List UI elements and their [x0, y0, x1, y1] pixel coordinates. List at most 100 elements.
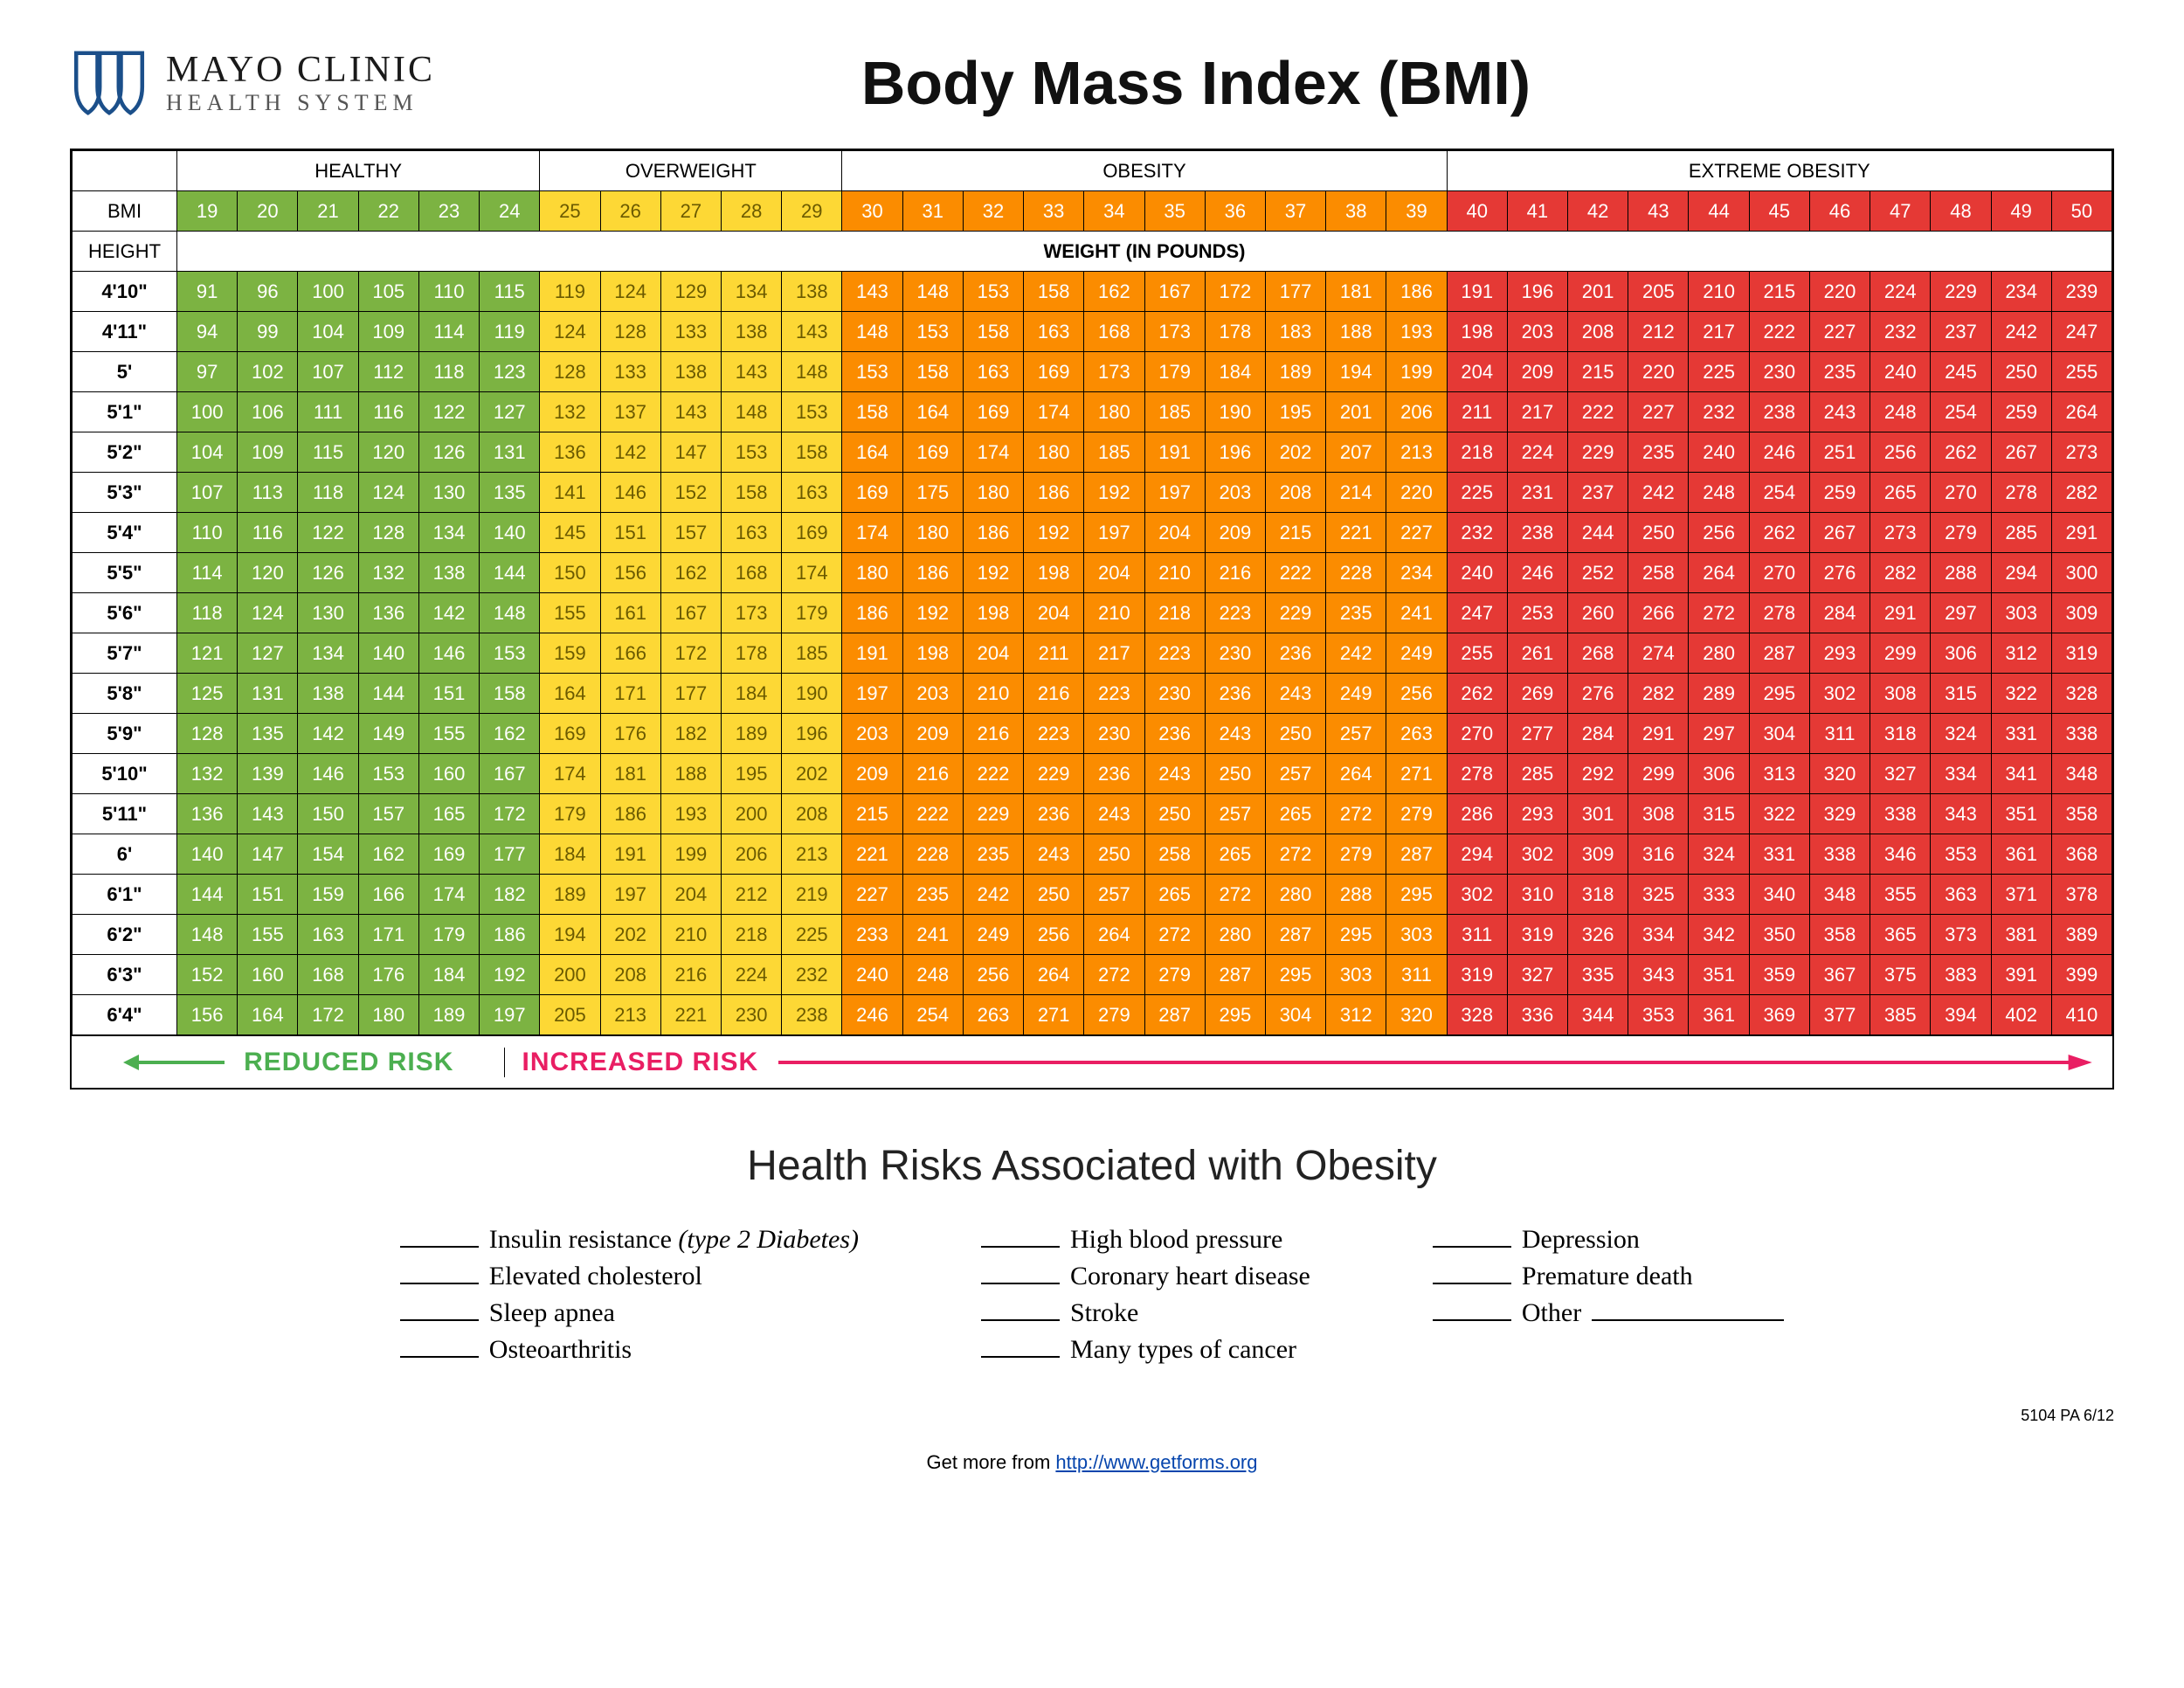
weight-cell: 348 [2051, 754, 2111, 794]
weight-cell: 288 [1326, 875, 1386, 915]
weight-cell: 271 [1024, 995, 1084, 1035]
page-title: Body Mass Index (BMI) [435, 48, 2114, 118]
weight-cell: 204 [963, 633, 1023, 674]
bmi-header-cell: 48 [1931, 191, 1991, 232]
weight-cell: 279 [1326, 834, 1386, 875]
weight-cell: 203 [842, 714, 902, 754]
weight-cell: 378 [2051, 875, 2111, 915]
weight-cell: 138 [298, 674, 358, 714]
weight-cell: 203 [1205, 473, 1265, 513]
weight-cell: 292 [1568, 754, 1628, 794]
weight-cell: 135 [480, 473, 540, 513]
weight-cell: 142 [600, 432, 660, 473]
weight-cell: 188 [660, 754, 721, 794]
weight-cell: 155 [418, 714, 479, 754]
weight-cell: 128 [600, 312, 660, 352]
weight-cell: 184 [721, 674, 781, 714]
weight-cell: 174 [963, 432, 1023, 473]
weight-cell: 194 [1326, 352, 1386, 392]
weight-cell: 238 [782, 995, 842, 1035]
weight-cell: 297 [1689, 714, 1749, 754]
weight-cell: 221 [660, 995, 721, 1035]
weight-cell: 361 [1991, 834, 2051, 875]
weight-cell: 363 [1931, 875, 1991, 915]
weight-cell: 122 [298, 513, 358, 553]
bmi-header-cell: 20 [238, 191, 298, 232]
weight-cell: 143 [238, 794, 298, 834]
bmi-header-cell: 39 [1386, 191, 1447, 232]
weight-cell: 217 [1507, 392, 1567, 432]
bmi-header-cell: 30 [842, 191, 902, 232]
weight-cell: 220 [1809, 272, 1870, 312]
weight-cell: 109 [358, 312, 418, 352]
weight-cell: 286 [1447, 794, 1507, 834]
bmi-header-cell: 27 [660, 191, 721, 232]
weight-cell: 186 [1024, 473, 1084, 513]
weight-cell: 295 [1749, 674, 1809, 714]
weight-cell: 278 [1447, 754, 1507, 794]
weight-cell: 162 [358, 834, 418, 875]
weight-cell: 196 [1507, 272, 1567, 312]
weight-cell: 280 [1265, 875, 1325, 915]
weight-cell: 180 [902, 513, 963, 553]
weight-cell: 123 [480, 352, 540, 392]
weight-cell: 128 [177, 714, 238, 754]
weight-cell: 186 [902, 553, 963, 593]
weight-cell: 114 [177, 553, 238, 593]
weight-cell: 192 [1024, 513, 1084, 553]
weight-cell: 208 [600, 955, 660, 995]
bmi-header-cell: 23 [418, 191, 479, 232]
weight-cell: 264 [1024, 955, 1084, 995]
height-cell: 5'7" [73, 633, 177, 674]
weight-cell: 311 [1809, 714, 1870, 754]
weight-cell: 195 [721, 754, 781, 794]
weight-cell: 138 [721, 312, 781, 352]
weight-cell: 267 [1809, 513, 1870, 553]
weight-cell: 179 [782, 593, 842, 633]
weight-cell: 261 [1507, 633, 1567, 674]
weight-cell: 204 [1144, 513, 1205, 553]
weight-cell: 202 [782, 754, 842, 794]
bmi-header-cell: 35 [1144, 191, 1205, 232]
weight-cell: 353 [1931, 834, 1991, 875]
weight-cell: 168 [721, 553, 781, 593]
weight-cell: 256 [1024, 915, 1084, 955]
weight-cell: 245 [1931, 352, 1991, 392]
weight-cell: 358 [1809, 915, 1870, 955]
weight-cell: 138 [782, 272, 842, 312]
weight-cell: 257 [1326, 714, 1386, 754]
bmi-header-cell: 40 [1447, 191, 1507, 232]
weight-cell: 153 [902, 312, 963, 352]
weight-cell: 287 [1386, 834, 1447, 875]
weight-cell: 240 [1689, 432, 1749, 473]
weight-cell: 197 [842, 674, 902, 714]
height-cell: 5'2" [73, 432, 177, 473]
weight-cell: 186 [600, 794, 660, 834]
weight-cell: 125 [177, 674, 238, 714]
weight-cell: 294 [1991, 553, 2051, 593]
weight-cell: 215 [1265, 513, 1325, 553]
weight-cell: 219 [782, 875, 842, 915]
weight-cell: 204 [1084, 553, 1144, 593]
weight-cell: 191 [600, 834, 660, 875]
weight-cell: 272 [1205, 875, 1265, 915]
weight-cell: 156 [600, 553, 660, 593]
weight-cell: 246 [842, 995, 902, 1035]
height-cell: 5'6" [73, 593, 177, 633]
weight-cell: 206 [721, 834, 781, 875]
weight-cell: 140 [358, 633, 418, 674]
weight-cell: 270 [1749, 553, 1809, 593]
getmore-link[interactable]: http://www.getforms.org [1055, 1451, 1257, 1473]
logo-main-text: MAYO CLINIC [166, 52, 435, 88]
weight-cell: 223 [1024, 714, 1084, 754]
weight-cell: 191 [1447, 272, 1507, 312]
weight-cell: 255 [1447, 633, 1507, 674]
risk-item: Many types of cancer [981, 1335, 1310, 1365]
risk-item: High blood pressure [981, 1225, 1310, 1255]
risk-item: Other [1433, 1298, 1784, 1328]
weight-cell: 241 [1386, 593, 1447, 633]
weight-cell: 264 [1084, 915, 1144, 955]
weight-cell: 250 [1991, 352, 2051, 392]
weight-cell: 262 [1749, 513, 1809, 553]
weight-cell: 114 [418, 312, 479, 352]
